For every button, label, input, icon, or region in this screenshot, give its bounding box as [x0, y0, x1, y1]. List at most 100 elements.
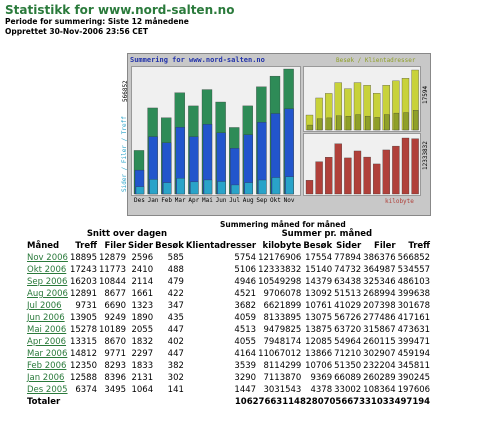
- table-cell: 402: [167, 337, 184, 347]
- table-cell: 347: [167, 301, 184, 311]
- table-cell: 12588: [69, 373, 97, 383]
- table-cell: 364987: [363, 265, 396, 275]
- table-cell: 108364: [363, 385, 396, 395]
- table-cell: 302: [167, 373, 184, 383]
- month-link[interactable]: Nov 2006: [27, 253, 68, 263]
- table-cell: 585: [167, 253, 184, 263]
- table-cell: 10706: [305, 361, 333, 371]
- table-cell: 4055: [234, 337, 257, 347]
- table-cell: 390245: [397, 373, 431, 383]
- table-cell: 8677: [104, 289, 127, 299]
- table-cell: 534557: [397, 265, 431, 275]
- month-axis-label: Jan: [147, 197, 159, 204]
- table-cell: 315867: [363, 325, 396, 335]
- table-cell: 12350: [69, 361, 97, 371]
- table-cell: 2131: [131, 373, 154, 383]
- table-row: Nov 2006 18895 12879 2596 585 5754 12176906 175…: [26, 252, 431, 264]
- table-cell: 277486: [363, 313, 396, 323]
- table-cell: 14812: [69, 349, 97, 359]
- month-link[interactable]: Apr 2006: [27, 337, 67, 347]
- table-cell: 71210: [334, 349, 362, 359]
- table-cell: 13905: [69, 313, 97, 323]
- table-cell: 1832: [131, 337, 154, 347]
- table-cell: 9706078: [263, 289, 302, 299]
- table-cell: 2596: [131, 253, 154, 263]
- table-row: Jun 2006 13905 9249 1890 435 4059 8133895 13075…: [26, 312, 431, 324]
- totals-value: 106276631148280705667331033497194: [234, 397, 431, 407]
- table-cell: 417161: [397, 313, 431, 323]
- page-title: Statistikk for www.nord-salten.no: [5, 3, 235, 17]
- month-link[interactable]: Sep 2006: [27, 277, 68, 287]
- table-cell: 12879: [98, 253, 127, 263]
- table-cell: 8133895: [263, 313, 302, 323]
- table-cell: 11067012: [258, 349, 302, 359]
- table-row: Jul 2006 9731 6690 1323 347 3682 6621899 10761 4…: [26, 300, 431, 312]
- month-link[interactable]: Aug 2006: [27, 289, 68, 299]
- table-cell: 8670: [104, 337, 127, 347]
- table-row: Jan 2006 12588 8396 2131 302 3290 7113870 9369 6…: [26, 372, 431, 384]
- table-cell: 1323: [131, 301, 154, 311]
- month-axis-label: Okt: [270, 197, 281, 204]
- table-cell: 14379: [305, 277, 333, 287]
- month-link[interactable]: Des 2005: [27, 385, 68, 395]
- header-col-7: Sider: [336, 241, 362, 251]
- table-cell: 3682: [234, 301, 257, 311]
- table-cell: 17243: [69, 265, 97, 275]
- visits-legend: Besøk / Klientadresser: [336, 57, 416, 64]
- table-cell: 2297: [131, 349, 154, 359]
- table-cell: 10761: [305, 301, 333, 311]
- header-col-4: Klientadresser: [185, 241, 257, 251]
- table-cell: 459194: [397, 349, 431, 359]
- table-cell: 13866: [305, 349, 333, 359]
- kbytes-legend: kilobyte: [385, 198, 414, 205]
- month-link[interactable]: Jun 2006: [27, 313, 65, 323]
- table-cell: 6621899: [263, 301, 302, 311]
- table-cell: 63438: [334, 277, 362, 287]
- table-cell: 7948174: [263, 337, 302, 347]
- table-cell: 54964: [334, 337, 362, 347]
- table-cell: 3290: [234, 373, 257, 383]
- table-row: Okt 2006 17243 11773 2410 488 5106 12333832 151…: [26, 264, 431, 276]
- header-daily-avg: Snitt over dagen: [86, 229, 168, 239]
- month-link[interactable]: Okt 2006: [27, 265, 67, 275]
- table-cell: 1064: [131, 385, 154, 395]
- visits-sites-panel: [303, 66, 421, 132]
- month-link[interactable]: Jan 2006: [27, 373, 65, 383]
- header-col-6: Besøk: [303, 241, 333, 251]
- table-row: Feb 2006 12350 8293 1833 382 3539 8114299 10706…: [26, 360, 431, 372]
- table-cell: 4521: [234, 289, 257, 299]
- table-cell: 2055: [131, 325, 154, 335]
- table-cell: 260289: [363, 373, 396, 383]
- table-cell: 12085: [305, 337, 333, 347]
- table-cell: 268994: [363, 289, 396, 299]
- table-cell: 399638: [397, 289, 431, 299]
- table-cell: 141: [167, 385, 184, 395]
- monthly-summary-table: Måned Snitt over dagen Summer pr. måned …: [26, 228, 431, 408]
- table-cell: 207398: [363, 301, 396, 311]
- month-link[interactable]: Feb 2006: [27, 361, 67, 371]
- table-cell: 3539: [234, 361, 257, 371]
- month-axis-label: Mar: [174, 197, 186, 204]
- month-link[interactable]: Jul 2006: [27, 301, 62, 311]
- graph-title: Summering for www.nord-salten.no: [130, 56, 265, 64]
- table-cell: 302907: [363, 349, 396, 359]
- table-cell: 7113870: [263, 373, 302, 383]
- table-cell: 56726: [334, 313, 362, 323]
- month-link[interactable]: Mar 2006: [27, 349, 68, 359]
- table-cell: 51350: [334, 361, 362, 371]
- table-cell: 260115: [363, 337, 396, 347]
- table-cell: 8396: [104, 373, 127, 383]
- table-cell: 66089: [334, 373, 362, 383]
- table-cell: 1890: [131, 313, 154, 323]
- table-cell: 4946: [234, 277, 257, 287]
- table-cell: 345811: [397, 361, 431, 371]
- table-cell: 15140: [305, 265, 333, 275]
- table-cell: 2114: [131, 277, 154, 287]
- left-max-label: 566852: [122, 80, 129, 102]
- table-cell: 447: [167, 325, 184, 335]
- month-link[interactable]: Mai 2006: [27, 325, 67, 335]
- table-cell: 382: [167, 361, 184, 371]
- table-cell: 1833: [131, 361, 154, 371]
- table-cell: 13875: [305, 325, 333, 335]
- month-axis-label: Jul: [229, 197, 241, 204]
